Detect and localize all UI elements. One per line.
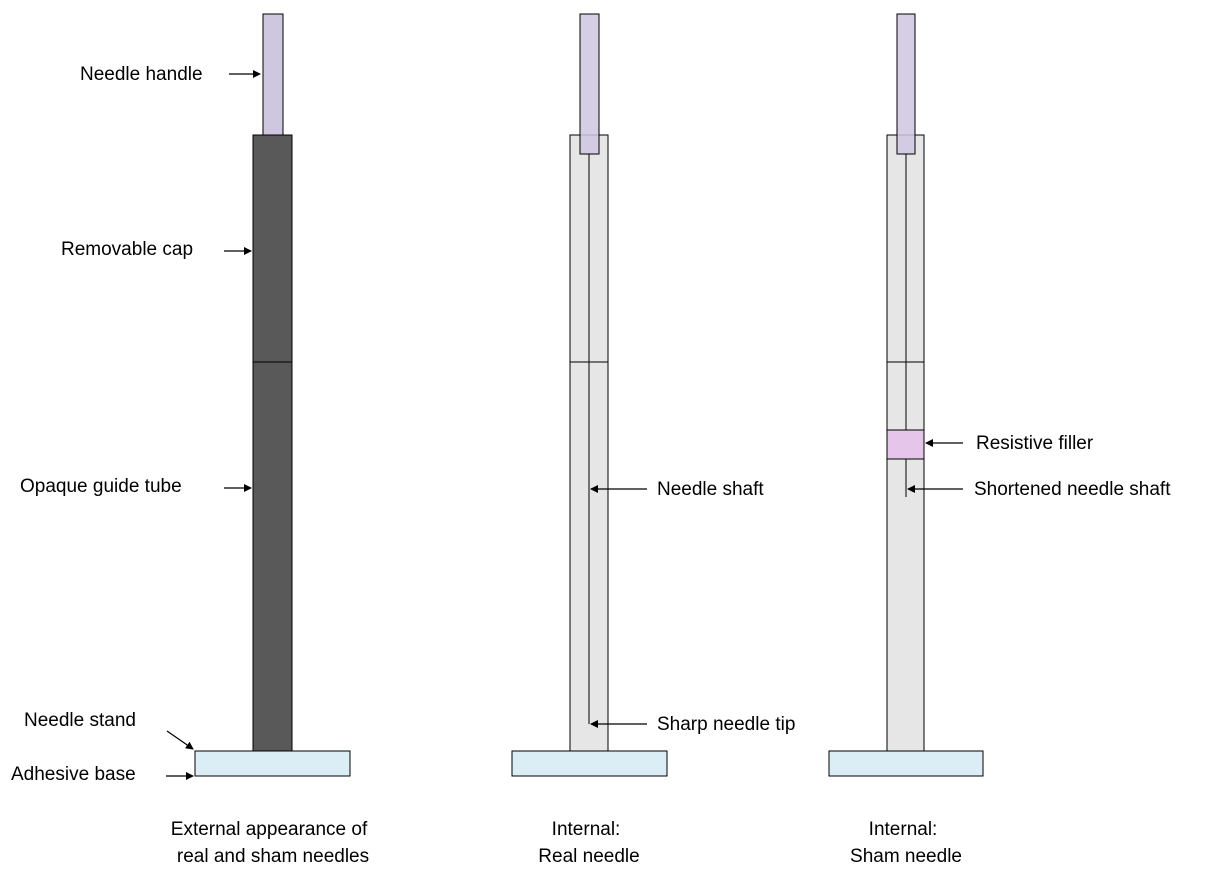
needle-handle-label: Needle handle (80, 64, 203, 85)
shortened-needle-shaft-label: Shortened needle shaft (974, 479, 1171, 500)
needle-shaft-label: Needle shaft (657, 479, 764, 500)
adhesive-base-sham (828, 750, 984, 777)
removable-cap-external (252, 134, 293, 363)
caption-external-line2: real and sham needles (177, 846, 369, 867)
adhesive-base-external (194, 750, 351, 777)
needle-stand-arrow (166, 730, 194, 750)
opaque-guide-tube-label: Opaque guide tube (20, 476, 182, 497)
caption-sham-line1: Internal: (869, 819, 938, 840)
needle-handle-external (262, 13, 284, 136)
resistive-filler (886, 429, 925, 460)
needle-handle-sham (896, 13, 916, 155)
caption-real-line2: Real needle (538, 846, 639, 867)
sharp-needle-tip-label: Sharp needle tip (657, 714, 795, 735)
caption-real-line1: Internal: (552, 819, 621, 840)
adhesive-base-label: Adhesive base (11, 764, 136, 785)
needle-stand-label: Needle stand (24, 710, 136, 731)
real-needle (511, 13, 668, 777)
removable-cap-label: Removable cap (61, 239, 193, 260)
adhesive-base-real (511, 750, 668, 777)
caption-sham-line2: Sham needle (850, 846, 962, 867)
opaque-guide-tube (252, 361, 293, 752)
needle-handle-real (579, 13, 600, 155)
caption-external-line1: External appearance of (171, 819, 368, 840)
sham-needle (828, 13, 984, 777)
external-needle (194, 13, 351, 777)
resistive-filler-label: Resistive filler (976, 433, 1094, 454)
